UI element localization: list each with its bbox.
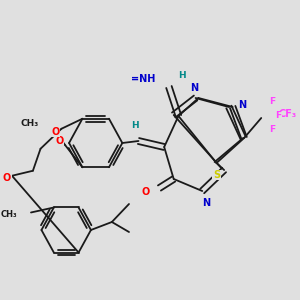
Text: F: F bbox=[275, 112, 281, 121]
Text: N: N bbox=[238, 100, 246, 110]
Text: =NH: =NH bbox=[131, 74, 156, 84]
Text: O: O bbox=[52, 127, 60, 137]
Text: O: O bbox=[142, 187, 150, 197]
Text: CH₃: CH₃ bbox=[1, 210, 18, 219]
Text: H: H bbox=[178, 70, 186, 80]
Text: F: F bbox=[270, 98, 276, 106]
Text: O: O bbox=[56, 136, 64, 146]
Text: S: S bbox=[213, 170, 220, 180]
Text: CH₃: CH₃ bbox=[20, 119, 39, 128]
Text: F: F bbox=[270, 125, 276, 134]
Text: O: O bbox=[2, 173, 10, 183]
Text: N: N bbox=[190, 83, 199, 93]
Text: H: H bbox=[131, 121, 139, 130]
Text: CF₃: CF₃ bbox=[278, 109, 296, 119]
Text: N: N bbox=[202, 198, 210, 208]
